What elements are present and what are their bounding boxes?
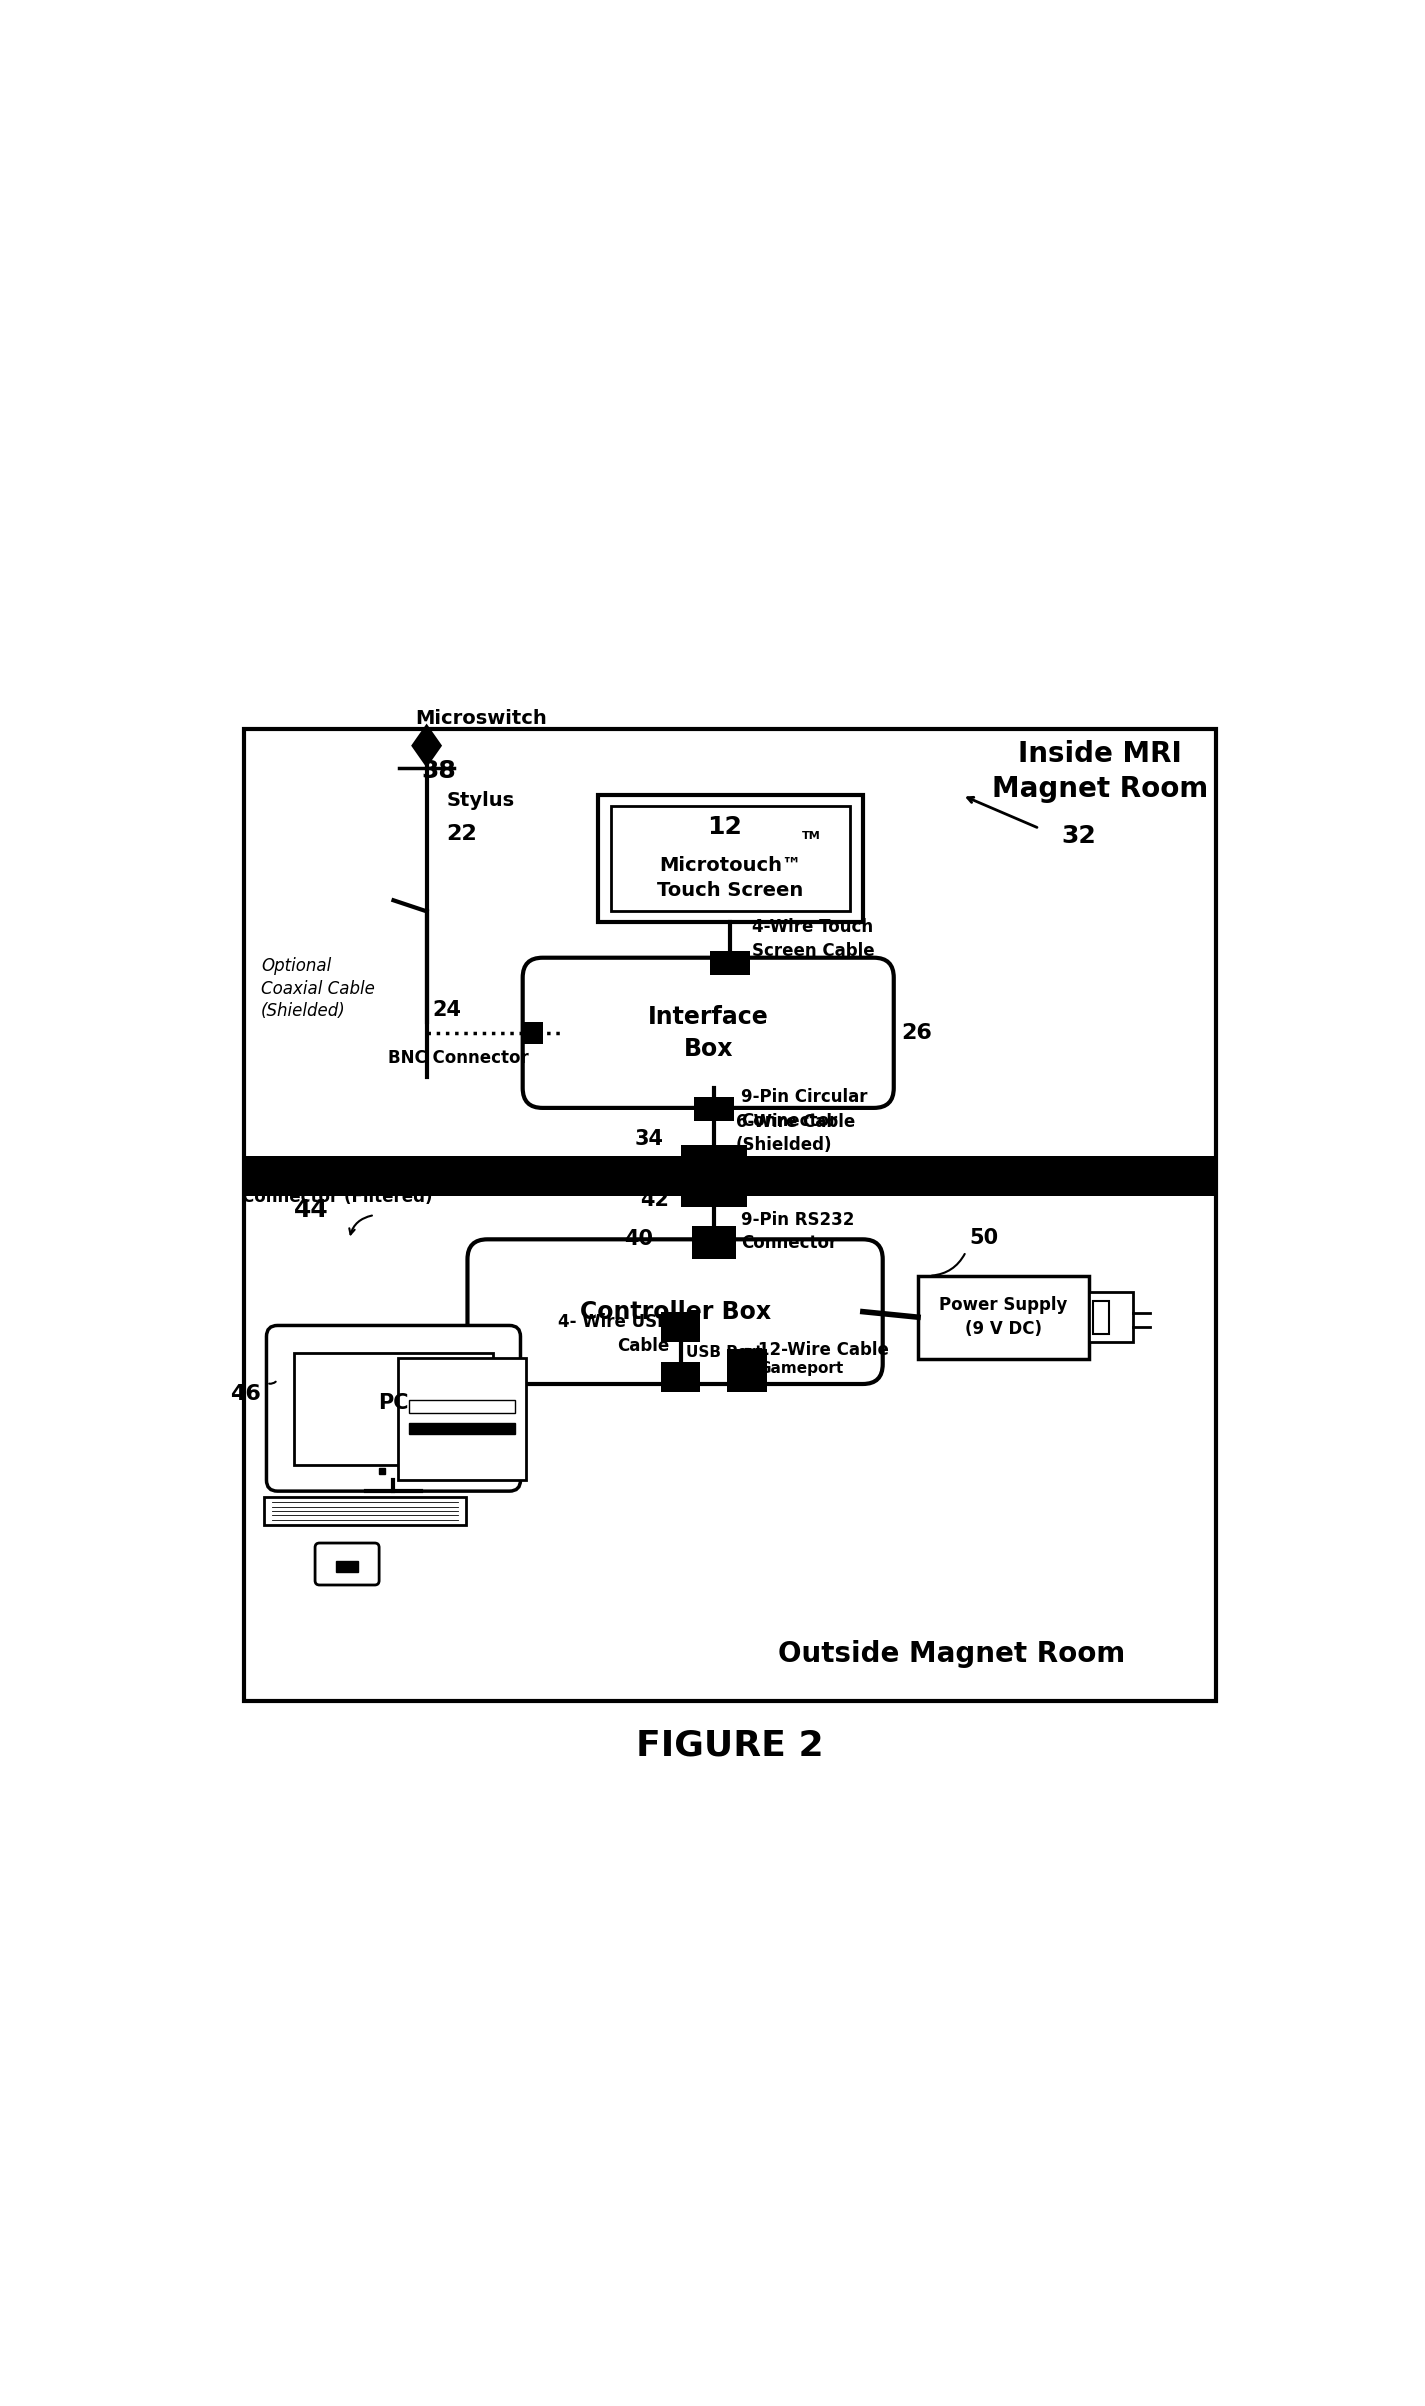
Text: 12: 12 bbox=[707, 816, 742, 840]
Text: 46: 46 bbox=[229, 1383, 261, 1405]
Text: 4- Wire USB
Cable: 4- Wire USB Cable bbox=[557, 1314, 670, 1355]
Text: 4-Wire Touch
Screen Cable: 4-Wire Touch Screen Cable bbox=[752, 919, 875, 960]
Text: Stylus: Stylus bbox=[446, 792, 514, 811]
Text: Outside Magnet Room: Outside Magnet Room bbox=[778, 1641, 1124, 1667]
Bar bbox=[681, 1145, 747, 1208]
Text: 12-Wire Cable: 12-Wire Cable bbox=[758, 1340, 889, 1359]
Bar bbox=[661, 1311, 701, 1343]
Text: 42: 42 bbox=[641, 1191, 670, 1210]
Text: PC: PC bbox=[378, 1393, 409, 1412]
Bar bbox=[409, 1400, 514, 1412]
Text: 9-Pin Circular
Connector: 9-Pin Circular Connector bbox=[741, 1088, 868, 1131]
FancyBboxPatch shape bbox=[266, 1326, 520, 1492]
Bar bbox=[691, 1227, 735, 1258]
Text: USB Port: USB Port bbox=[687, 1345, 762, 1359]
FancyBboxPatch shape bbox=[294, 1352, 493, 1465]
Text: 6-Wire Cable: 6-Wire Cable bbox=[730, 1169, 849, 1186]
Bar bbox=[245, 729, 1216, 1701]
Bar bbox=[598, 796, 864, 921]
Bar bbox=[523, 1023, 543, 1044]
Text: 9-Pin RS232
Connector (Filtered): 9-Pin RS232 Connector (Filtered) bbox=[242, 1165, 432, 1205]
Text: Interface
Box: Interface Box bbox=[648, 1006, 768, 1061]
Bar bbox=[918, 1275, 1089, 1359]
Text: 38: 38 bbox=[422, 758, 456, 782]
Bar bbox=[1093, 1302, 1109, 1333]
Text: BNC Connector: BNC Connector bbox=[388, 1049, 529, 1068]
Text: 34: 34 bbox=[636, 1128, 664, 1148]
FancyBboxPatch shape bbox=[315, 1542, 379, 1586]
Text: TM: TM bbox=[802, 830, 821, 840]
Text: 26: 26 bbox=[902, 1023, 932, 1042]
Bar bbox=[727, 1350, 767, 1379]
Text: 9-Pin RS232
Connector: 9-Pin RS232 Connector bbox=[741, 1210, 855, 1254]
FancyBboxPatch shape bbox=[264, 1497, 466, 1525]
Bar bbox=[409, 1422, 514, 1434]
Bar bbox=[1089, 1292, 1133, 1343]
Bar bbox=[245, 1157, 1216, 1196]
Text: 32: 32 bbox=[1062, 825, 1096, 849]
Bar bbox=[398, 1357, 526, 1480]
Polygon shape bbox=[412, 724, 442, 768]
Text: Gameport: Gameport bbox=[758, 1362, 844, 1376]
Text: Controller Box: Controller Box bbox=[580, 1299, 771, 1323]
FancyBboxPatch shape bbox=[467, 1239, 882, 1383]
Bar bbox=[661, 1362, 701, 1391]
Text: 50: 50 bbox=[969, 1227, 999, 1249]
Bar bbox=[694, 1097, 734, 1121]
FancyBboxPatch shape bbox=[523, 958, 893, 1107]
Text: 24: 24 bbox=[432, 998, 462, 1020]
Text: Inside MRI
Magnet Room: Inside MRI Magnet Room bbox=[992, 741, 1208, 804]
Bar bbox=[611, 806, 849, 912]
Bar bbox=[727, 1362, 767, 1391]
Text: Optional
Coaxial Cable
(Shielded): Optional Coaxial Cable (Shielded) bbox=[261, 958, 375, 1020]
Text: 22: 22 bbox=[446, 823, 477, 845]
Text: 40: 40 bbox=[624, 1229, 653, 1249]
Text: 30 Penetration Panel: 30 Penetration Panel bbox=[824, 1162, 1072, 1181]
Text: Power Supply
(9 V DC): Power Supply (9 V DC) bbox=[939, 1297, 1067, 1338]
Text: 44: 44 bbox=[294, 1198, 329, 1222]
Text: FIGURE 2: FIGURE 2 bbox=[637, 1728, 824, 1764]
Text: Microtouch™
Touch Screen: Microtouch™ Touch Screen bbox=[657, 857, 804, 900]
Text: Microswitch: Microswitch bbox=[416, 707, 547, 727]
Bar bbox=[336, 1561, 358, 1571]
Bar bbox=[711, 950, 750, 974]
Text: 6-Wire Cable
(Shielded): 6-Wire Cable (Shielded) bbox=[735, 1112, 855, 1155]
